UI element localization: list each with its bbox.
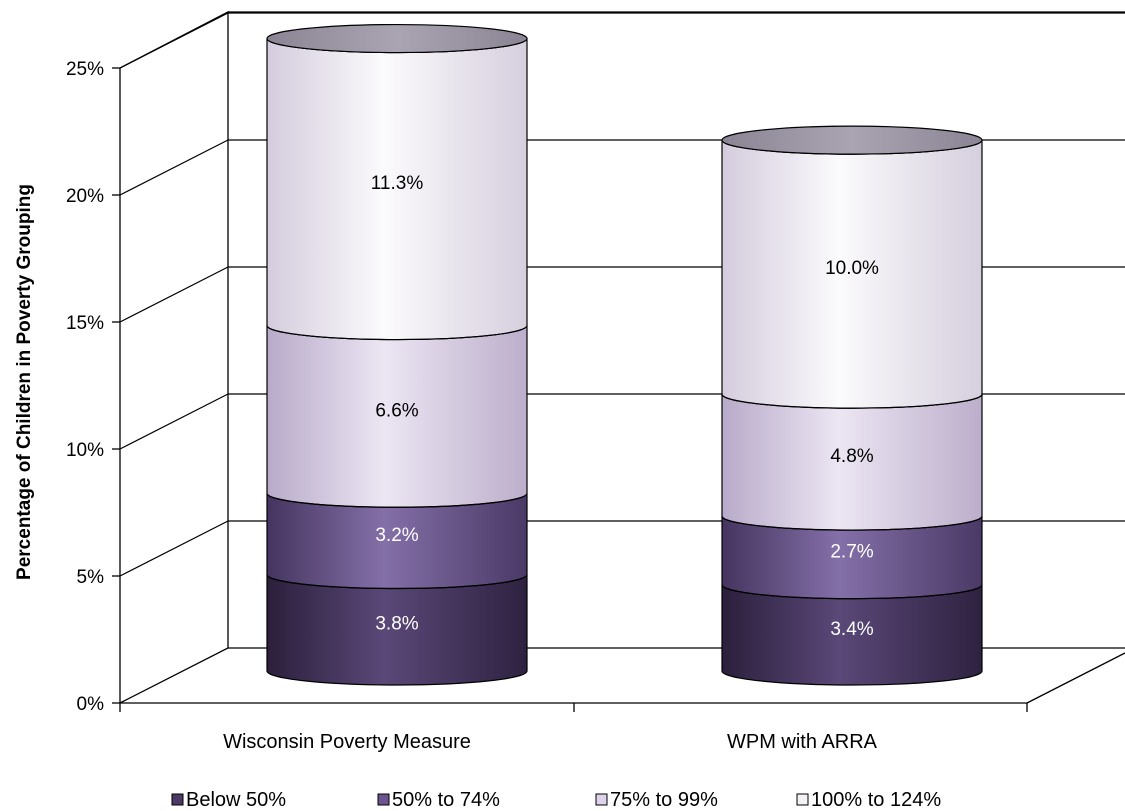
data-label: 2.7% bbox=[830, 541, 873, 562]
x-tick-label: WPM with ARRA bbox=[727, 731, 878, 753]
y-tick-label: 10% bbox=[66, 440, 104, 461]
bar-top-cap bbox=[721, 125, 983, 155]
legend-item: 100% to 124% bbox=[796, 789, 941, 811]
gridline-side bbox=[119, 12, 229, 69]
legend-item: 75% to 99% bbox=[595, 789, 718, 811]
data-label: 4.8% bbox=[830, 446, 873, 467]
gridline-side bbox=[119, 266, 229, 323]
segment-divider bbox=[721, 584, 983, 600]
gridline-side bbox=[119, 393, 229, 450]
y-tick-label: 5% bbox=[77, 567, 105, 588]
legend-swatch bbox=[595, 793, 608, 806]
y-tick-label: 0% bbox=[77, 694, 105, 715]
legend-label: 50% to 74% bbox=[392, 789, 500, 811]
legend-item: 50% to 74% bbox=[377, 789, 500, 811]
bar-cylinder: 3.8% 3.2% 6.6% 11.3% bbox=[266, 23, 528, 686]
y-axis: 0% 5% 10% 15% 20% 25% bbox=[66, 59, 120, 715]
legend-label: 100% to 124% bbox=[811, 789, 941, 811]
legend-label: Below 50% bbox=[186, 789, 286, 811]
data-label: 11.3% bbox=[371, 173, 424, 194]
y-tick-label: 25% bbox=[66, 59, 104, 80]
segment-divider bbox=[266, 325, 528, 341]
legend-swatch bbox=[796, 793, 809, 806]
segment-divider bbox=[266, 574, 528, 590]
segment-divider bbox=[721, 394, 983, 409]
y-axis-title: Percentage of Children in Poverty Groupi… bbox=[14, 184, 35, 580]
x-axis: Wisconsin Poverty Measure WPM with ARRA bbox=[119, 703, 1028, 753]
bar-cylinder: 3.4% 2.7% 4.8% 10.0% bbox=[721, 125, 983, 686]
y-tick-label: 20% bbox=[66, 186, 104, 207]
data-label: 3.4% bbox=[830, 619, 873, 640]
legend-swatch bbox=[171, 793, 184, 806]
segment-divider bbox=[721, 515, 983, 531]
legend-swatch bbox=[377, 793, 390, 806]
y-tick-label: 15% bbox=[66, 313, 104, 334]
legend-label: 75% to 99% bbox=[610, 789, 718, 811]
data-label: 6.6% bbox=[375, 400, 418, 421]
data-label: 3.8% bbox=[375, 614, 418, 635]
segment-divider bbox=[266, 493, 528, 508]
legend-item: Below 50% bbox=[171, 789, 286, 811]
bar-top-cap bbox=[266, 23, 528, 54]
legend: Below 50% 50% to 74% 75% to 99% 100% to 124… bbox=[171, 789, 941, 811]
data-label: 10.0% bbox=[825, 258, 879, 279]
data-label: 3.2% bbox=[375, 525, 418, 546]
gridline-side bbox=[119, 520, 229, 577]
x-tick-label: Wisconsin Poverty Measure bbox=[223, 731, 471, 753]
gridline-side bbox=[119, 139, 229, 196]
bars: 3.8% 3.2% 6.6% 11.3% 3.4% 2.7% 4.8% 10.0% bbox=[266, 23, 983, 686]
